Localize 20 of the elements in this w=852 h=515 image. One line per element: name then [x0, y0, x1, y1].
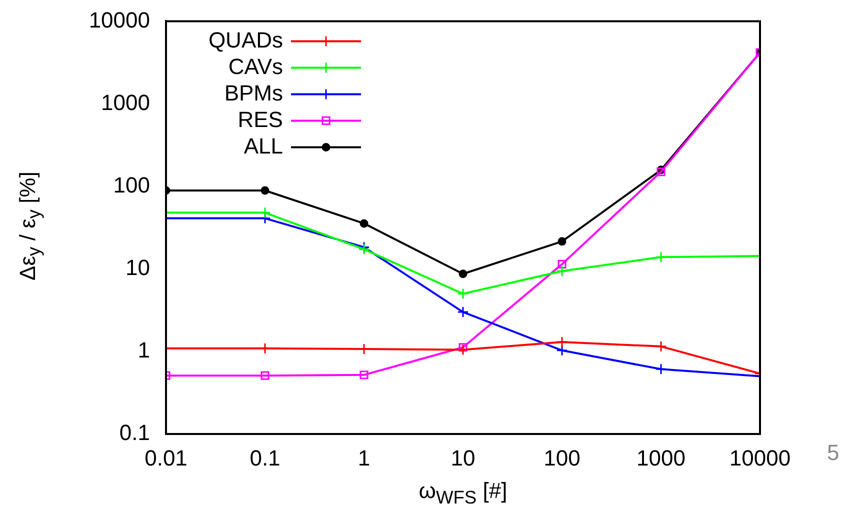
legend-label: QUADs: [208, 27, 283, 52]
y-tick-label: 1: [138, 338, 150, 363]
legend-label: RES: [238, 106, 283, 132]
x-tick-label: 1000: [636, 445, 686, 470]
y-tick-label: 10: [126, 254, 150, 280]
x-tick-label: 0.1: [250, 445, 280, 470]
legend-label: CAVs: [228, 54, 283, 79]
x-tick-label: 10000: [729, 445, 791, 470]
y-tick-label: 10000: [88, 7, 150, 32]
text: 5: [827, 440, 840, 466]
x-tick-label: 1: [358, 445, 370, 470]
legend-label: BPMs: [224, 80, 283, 106]
x-tick-label: 100: [544, 445, 580, 470]
y-tick-label: 1000: [101, 90, 150, 115]
y-tick-label: 100: [113, 172, 150, 198]
x-tick-label: 10: [450, 445, 476, 470]
y-tick-label: 0.1: [119, 420, 150, 446]
x-tick-label: 0.01: [144, 445, 188, 470]
legend-label: ALL: [244, 133, 283, 158]
x-axis-title: ω$_{WFS}$ [#]: [418, 478, 508, 508]
